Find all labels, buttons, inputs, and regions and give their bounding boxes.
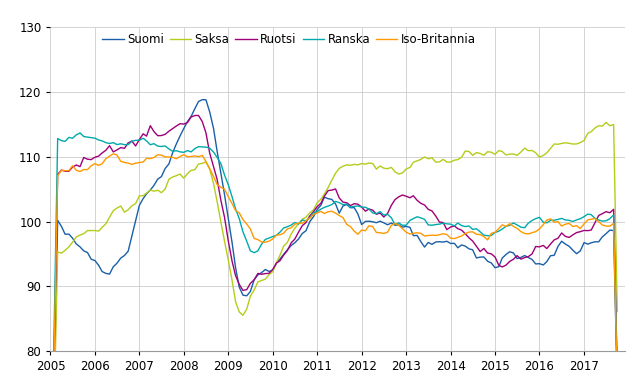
Line: Saksa: Saksa <box>50 122 617 390</box>
Line: Suomi: Suomi <box>50 100 617 390</box>
Legend: Suomi, Saksa, Ruotsi, Ranska, Iso-Britannia: Suomi, Saksa, Ruotsi, Ranska, Iso-Britan… <box>102 33 476 46</box>
Line: Ruotsi: Ruotsi <box>50 115 617 390</box>
Line: Ranska: Ranska <box>50 133 617 390</box>
Line: Iso-Britannia: Iso-Britannia <box>50 154 617 390</box>
